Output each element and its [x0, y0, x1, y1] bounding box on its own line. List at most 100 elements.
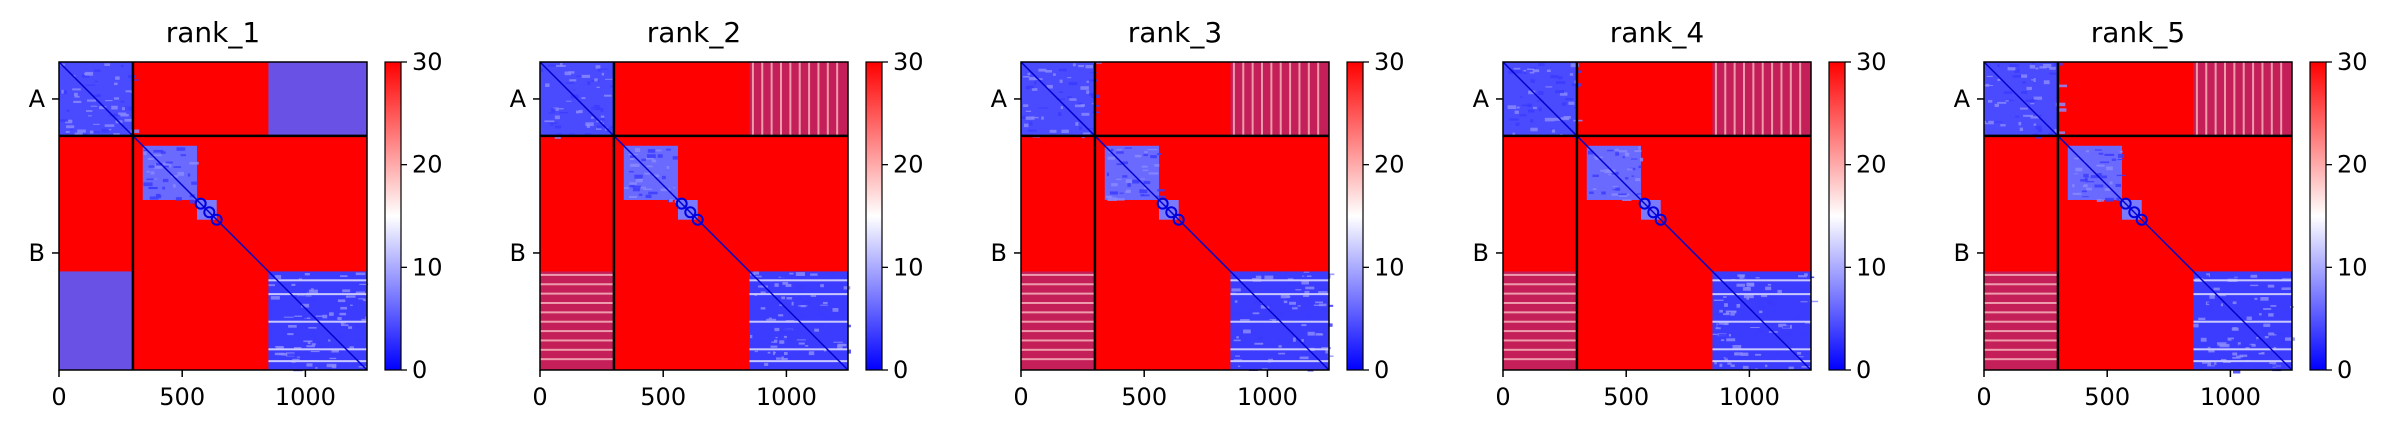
heatmap-speckle — [162, 178, 169, 183]
heatmap-speckle — [1743, 324, 1749, 326]
heatmap-speckle — [2278, 285, 2287, 288]
heatmap-speckle — [158, 194, 162, 199]
heatmap-stripe — [1503, 348, 1577, 351]
heatmap-speckle — [84, 71, 94, 76]
heatmap-speckle — [355, 364, 365, 366]
heatmap-speckle — [1270, 361, 1279, 364]
heatmap-speckle — [780, 328, 786, 333]
heatmap-speckle — [1023, 104, 1029, 107]
heatmap-speckle — [1618, 150, 1628, 153]
heatmap-speckle — [1515, 122, 1520, 126]
heatmap-speckle — [1507, 105, 1517, 110]
heatmap-speckle — [776, 357, 781, 360]
heatmap-speckle — [1134, 154, 1142, 158]
heatmap-speckle — [99, 106, 107, 110]
heatmap-speckle — [540, 68, 544, 73]
heatmap-speckle — [1574, 80, 1577, 84]
heatmap-speckle — [629, 196, 637, 198]
heatmap-speckle — [2234, 306, 2241, 310]
heatmap-diag-ring — [1647, 206, 1660, 219]
heatmap-speckle — [2075, 167, 2083, 172]
colorbar-tick-label: 30 — [1856, 48, 1887, 76]
heatmap-speckle — [1637, 193, 1642, 195]
heatmap-speckle — [341, 323, 349, 327]
heatmap-speckle — [657, 154, 663, 158]
heatmap-speckle — [160, 151, 166, 154]
heatmap-speckle — [1314, 343, 1318, 346]
heatmap-speckle — [1289, 301, 1296, 305]
heatmap-speckle — [2207, 302, 2211, 305]
heatmap-speckle — [2201, 342, 2210, 345]
heatmap-speckle — [92, 94, 100, 97]
heatmap-band — [749, 279, 848, 282]
heatmap-speckle — [673, 187, 676, 189]
heatmap-stripe — [540, 311, 614, 314]
heatmap-stripe — [1752, 62, 1755, 136]
heatmap-stripe — [1724, 62, 1727, 136]
heatmap-speckle — [634, 174, 643, 179]
heatmap-speckle — [2119, 150, 2123, 153]
heatmap-speckle — [1778, 323, 1787, 328]
heatmap-speckle — [1299, 356, 1309, 360]
heatmap-speckle — [1736, 304, 1741, 308]
heatmap-speckle — [1994, 121, 2003, 123]
heatmap-speckle — [1321, 352, 1329, 355]
heatmap-speckle — [329, 357, 337, 360]
heatmap-stripe — [1021, 311, 1095, 314]
colorbar-tick-label: 0 — [893, 356, 908, 384]
heatmap-band — [1712, 279, 1811, 282]
heatmap-speckle — [337, 299, 346, 303]
heatmap-speckle — [1292, 306, 1298, 310]
heatmap-speckle — [2208, 348, 2215, 353]
heatmap-speckle — [548, 122, 558, 124]
heatmap-speckle — [2012, 75, 2022, 78]
heatmap-speckle — [810, 295, 817, 297]
heatmap-speckle — [1023, 123, 1029, 128]
heatmap-speckle — [1298, 321, 1301, 325]
heatmap-band — [1230, 279, 1329, 282]
heatmap-speckle — [2021, 74, 2028, 78]
heatmap-stripe — [2233, 62, 2236, 136]
heatmap-speckle — [1250, 302, 1261, 306]
heatmap-speckle — [801, 314, 806, 319]
heatmap-speckle — [1773, 309, 1776, 314]
heatmap-speckle — [1783, 311, 1786, 315]
colorbar-tick-label: 30 — [2337, 48, 2368, 76]
heatmap-speckle — [2049, 66, 2056, 70]
heatmap-stripe — [1317, 62, 1320, 136]
heatmap-speckle — [842, 277, 846, 280]
heatmap-speckle — [1250, 326, 1257, 328]
heatmap-speckle — [785, 283, 792, 287]
heatmap-speckle — [594, 78, 598, 82]
heatmap-speckle — [823, 349, 827, 352]
heatmap-speckle — [2264, 336, 2269, 339]
heatmap-speckle — [1328, 304, 1334, 307]
y-tick-label: A — [510, 85, 527, 113]
heatmap-speckle — [1021, 115, 1028, 119]
heatmap-speckle — [354, 300, 358, 304]
heatmap-speckle — [1315, 301, 1323, 304]
heatmap-speckle — [1624, 152, 1629, 156]
heatmap-speckle — [152, 154, 162, 157]
heatmap-stripe — [1298, 62, 1301, 136]
heatmap-band — [2193, 293, 2292, 296]
heatmap-speckle — [1622, 156, 1625, 159]
heatmap-speckle — [1755, 277, 1760, 279]
colorbar-tick-label: 30 — [893, 48, 924, 76]
colorbar-tick-label: 0 — [412, 356, 427, 384]
heatmap-speckle — [645, 194, 652, 198]
y-tick-label: A — [29, 85, 46, 113]
heatmap-speckle — [764, 362, 769, 366]
heatmap-speckle — [2234, 276, 2238, 278]
heatmap-speckle — [1514, 110, 1519, 114]
heatmap-speckle — [629, 170, 634, 173]
heatmap-speckle — [1023, 76, 1030, 78]
heatmap-speckle — [1766, 300, 1773, 304]
heatmap-speckle — [177, 171, 184, 176]
heatmap-speckle — [2258, 352, 2265, 354]
heatmap-speckle — [284, 272, 288, 276]
heatmap-speckle — [358, 346, 367, 349]
heatmap-speckle — [2082, 196, 2089, 198]
heatmap-speckle — [828, 327, 833, 329]
heatmap-speckle — [1523, 69, 1527, 72]
